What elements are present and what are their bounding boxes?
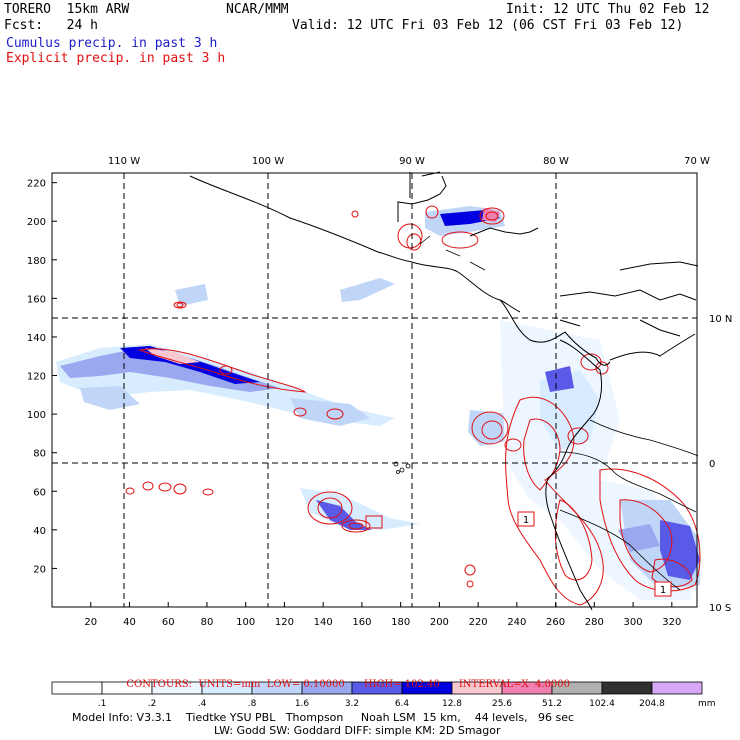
y-tick-label: 80 (33, 449, 46, 460)
x-tick-label: 20 (84, 617, 97, 628)
y-axis-right: 10 N 0 10 S (709, 314, 732, 614)
x-tick-label: 280 (585, 617, 604, 628)
x-tick-label: 160 (352, 617, 371, 628)
valid-time: Valid: 12 UTC Fri 03 Feb 12 (06 CST Fri … (292, 18, 684, 33)
colorbar-unit: mm (698, 699, 716, 709)
colorbar-level-label: 12.8 (442, 699, 462, 709)
colorbar-level-label: 3.2 (345, 699, 359, 709)
colorbar-swatch (601, 681, 653, 695)
colorbar-level-label: .2 (148, 699, 157, 709)
y-tick-label: 20 (33, 564, 46, 575)
cumulus-legend-label: Cumulus precip. in past 3 h (6, 36, 218, 51)
box-label-2-text: 1 (660, 585, 666, 596)
x-tick-label: 180 (391, 617, 410, 628)
y-tick-label: 100 (27, 410, 46, 421)
colorbar-swatch (651, 681, 703, 695)
y-tick-label: 60 (33, 487, 46, 498)
model-info-line2: LW: Godd SW: Goddard DIFF: simple KM: 2D… (214, 724, 501, 737)
coastlines (189, 171, 699, 611)
top-lon-label: 90 W (399, 156, 425, 167)
organization: NCAR/MMM (226, 2, 289, 17)
x-tick-label: 80 (201, 617, 214, 628)
box-label-1: 1 (517, 511, 535, 527)
y-tick-label: 200 (27, 217, 46, 228)
x-axis-bottom: 20 40 60 80 100 120 140 160 180 200 220 240 260 280 30… (84, 602, 681, 628)
colorbar-level-label: .1 (98, 699, 107, 709)
y-tick-label: 180 (27, 256, 46, 267)
cumulus-shading (56, 206, 700, 600)
x-tick-label: 240 (507, 617, 526, 628)
colorbar: .1 .2 .4 .8 1.6 3.2 6.4 12.8 25.6 51.2 102.4 204.8 (51, 681, 703, 709)
contour-label: CONTOURS: (126, 679, 193, 690)
x-tick-label: 60 (162, 617, 175, 628)
lat-lon-grid (52, 173, 697, 607)
contour-info: CONTOURS: UNITS=mm LOW= 0.10000 HIGH= 10… (120, 668, 570, 690)
colorbar-level-label: .4 (198, 699, 207, 709)
country-borders (419, 235, 699, 591)
top-lon-label: 80 W (543, 156, 569, 167)
x-tick-label: 120 (275, 617, 294, 628)
model-name: TORERO 15km ARW (4, 2, 130, 17)
x-tick-label: 140 (314, 617, 333, 628)
contour-units: UNITS=mm (198, 679, 261, 690)
marker-box (365, 515, 383, 529)
explicit-legend-label: Explicit precip. in past 3 h (6, 51, 226, 66)
plot-frame (51, 172, 698, 608)
box-label-2: 1 (654, 581, 672, 597)
x-tick-label: 300 (624, 617, 643, 628)
colorbar-level-label: 6.4 (395, 699, 410, 709)
y-axis-left: 20 40 60 80 100 120 140 160 180 200 220 (27, 179, 57, 575)
x-tick-label: 260 (546, 617, 565, 628)
y-tick-label: 120 (27, 372, 46, 383)
colorbar-level-label: 1.6 (295, 699, 310, 709)
y-tick-label: 140 (27, 333, 46, 344)
x-tick-label: 220 (469, 617, 488, 628)
x-tick-label: 40 (123, 617, 136, 628)
colorbar-level-label: 204.8 (639, 699, 665, 709)
explicit-contours (125, 205, 701, 606)
top-lon-label: 100 W (252, 156, 284, 167)
forecast-hour: Fcst: 24 h (4, 18, 98, 33)
colorbar-swatch (51, 681, 103, 695)
y-tick-label: 220 (27, 179, 46, 190)
x-tick-label: 100 (236, 617, 255, 628)
contour-high: HIGH= 102.40 (363, 679, 440, 690)
box-label-1-text: 1 (523, 515, 529, 526)
contour-interval: INTERVAL=X 4.0000 (458, 679, 570, 690)
y-tick-label: 160 (27, 294, 46, 305)
right-lat-label: 10 N (709, 314, 732, 325)
top-lon-label: 70 W (684, 156, 710, 167)
top-lon-label: 110 W (108, 156, 140, 167)
colorbar-level-label: 25.6 (492, 699, 512, 709)
galapagos-islands (393, 461, 411, 474)
init-time: Init: 12 UTC Thu 02 Feb 12 (506, 2, 710, 17)
contour-low: LOW= 0.10000 (266, 679, 345, 690)
colorbar-level-label: 51.2 (542, 699, 562, 709)
right-lat-label: 0 (709, 459, 715, 470)
x-tick-label: 200 (430, 617, 449, 628)
colorbar-level-label: 102.4 (589, 699, 615, 709)
x-axis-top: 110 W 100 W 90 W 80 W 70 W (108, 156, 710, 167)
colorbar-level-label: .8 (248, 699, 257, 709)
x-tick-label: 320 (662, 617, 681, 628)
right-lat-label: 10 S (709, 603, 731, 614)
y-tick-label: 40 (33, 526, 46, 537)
model-info-line1: Model Info: V3.3.1 Tiedtke YSU PBL Thomp… (72, 711, 575, 724)
